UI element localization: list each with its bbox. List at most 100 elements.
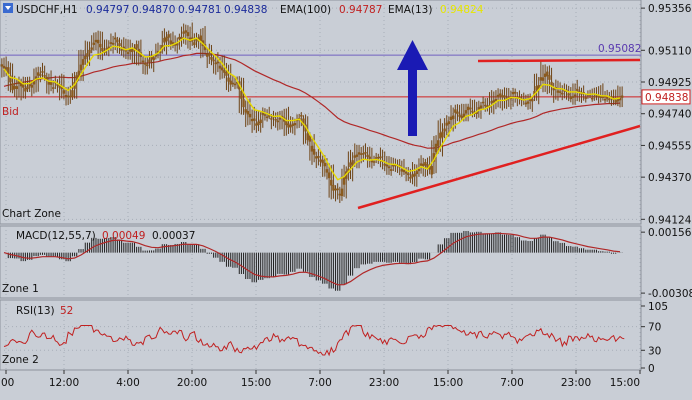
up-arrow[interactable] (397, 40, 428, 136)
candle-body (338, 193, 342, 196)
candle-body (259, 119, 262, 124)
ema13-value: 0.94824 (440, 4, 484, 16)
candle-body (486, 105, 489, 108)
candle-body (415, 171, 419, 174)
candle-body (99, 43, 102, 48)
upper-trendline[interactable] (477, 58, 641, 63)
candle-body (513, 91, 517, 94)
candle-body (131, 49, 134, 53)
candle-body (163, 37, 166, 43)
macd-signal-path (3, 232, 621, 286)
candle-body (605, 97, 609, 99)
candle-body (146, 64, 149, 67)
candle-body (107, 46, 111, 49)
candle-body (88, 49, 91, 54)
candle-body (462, 113, 466, 118)
candle-body (426, 164, 429, 168)
candle-body (304, 124, 307, 132)
candle-body (141, 60, 145, 63)
candle-body (355, 154, 359, 157)
candle-body (210, 56, 213, 60)
candle-body (84, 55, 87, 60)
rsi-line (3, 324, 625, 357)
candle-body (126, 52, 130, 54)
time-tick-label: 7:00 (500, 377, 524, 389)
rising-trendline[interactable] (357, 124, 641, 210)
candle-body (330, 179, 333, 186)
rsi-title: RSI(13) (16, 305, 55, 317)
candle-body (137, 48, 140, 54)
candle-body (377, 156, 380, 159)
candle-body (379, 156, 382, 159)
candle-body (24, 88, 27, 92)
price-tick-label: 0.94740 (648, 109, 691, 121)
ema100-path (3, 52, 621, 149)
candle-body (193, 42, 196, 46)
candle-body (407, 173, 410, 176)
rsi-tick-label: 105 (648, 301, 668, 313)
candle-body (34, 76, 38, 80)
candle-body (242, 99, 245, 108)
candle-body (537, 84, 540, 90)
candle-body (180, 36, 183, 40)
candle-body (616, 99, 620, 102)
candle-body (447, 121, 451, 125)
candle-body (434, 143, 438, 153)
price-axis: 0.95356 0.95110 0.94925 0.94740 0.94555 0.943… (641, 3, 692, 375)
candle-body (203, 44, 207, 50)
candle-body (268, 115, 271, 117)
candle-body (424, 162, 427, 166)
candle-body (225, 71, 228, 76)
candle-body (186, 32, 190, 37)
candle-body (385, 164, 389, 167)
candle-body (312, 148, 316, 155)
candle-body (368, 156, 371, 159)
candle-body (332, 184, 335, 191)
candle-body (218, 65, 222, 69)
candle-body (96, 39, 100, 44)
candle-body (109, 42, 113, 44)
candle-body (501, 95, 504, 98)
candle-body (541, 77, 545, 81)
ema13-line (3, 37, 621, 181)
rsi-tick-label: 30 (648, 345, 661, 357)
candle-body (58, 84, 61, 88)
candle-body (481, 101, 485, 104)
zone-label-macd: Zone 1 (2, 283, 39, 295)
candle-body (62, 90, 66, 94)
candle-body (533, 90, 536, 96)
candle-body (422, 163, 425, 167)
candle-body (323, 162, 327, 167)
candle-body (111, 42, 115, 45)
candle-body (404, 171, 408, 174)
ema13-label: EMA(13) (388, 4, 432, 16)
candle-body (289, 125, 292, 128)
ema100-label: EMA(100) (280, 4, 331, 16)
candle-body (561, 92, 564, 95)
rsi-tick-label: 0 (648, 363, 655, 375)
candle-body (7, 67, 10, 75)
time-tick-label: 12:00 (49, 377, 79, 389)
time-tick-label: 15:00 (433, 377, 463, 389)
candle-body (28, 83, 31, 87)
candle-body (90, 47, 93, 50)
candle-body (492, 100, 496, 103)
macd-signal-line (3, 232, 621, 286)
candle-body (449, 116, 453, 121)
current-price-tag: 0.94838 (641, 89, 691, 105)
candle-body (477, 107, 481, 111)
svg-text:0.94838: 0.94838 (645, 92, 688, 104)
candle-body (66, 95, 70, 98)
candle-body (75, 75, 78, 83)
candle-body (19, 82, 23, 87)
candle-body (499, 93, 502, 96)
time-tick-label: 23:00 (369, 377, 399, 389)
candle-body (620, 95, 624, 98)
macd-value-main: 0.00049 (102, 230, 145, 242)
candle-body (558, 91, 562, 93)
candle-body (184, 30, 188, 33)
price-tick-label: 0.94925 (648, 77, 691, 89)
candle-body (479, 105, 483, 109)
candle-body (432, 153, 436, 162)
candle-body (152, 57, 155, 61)
